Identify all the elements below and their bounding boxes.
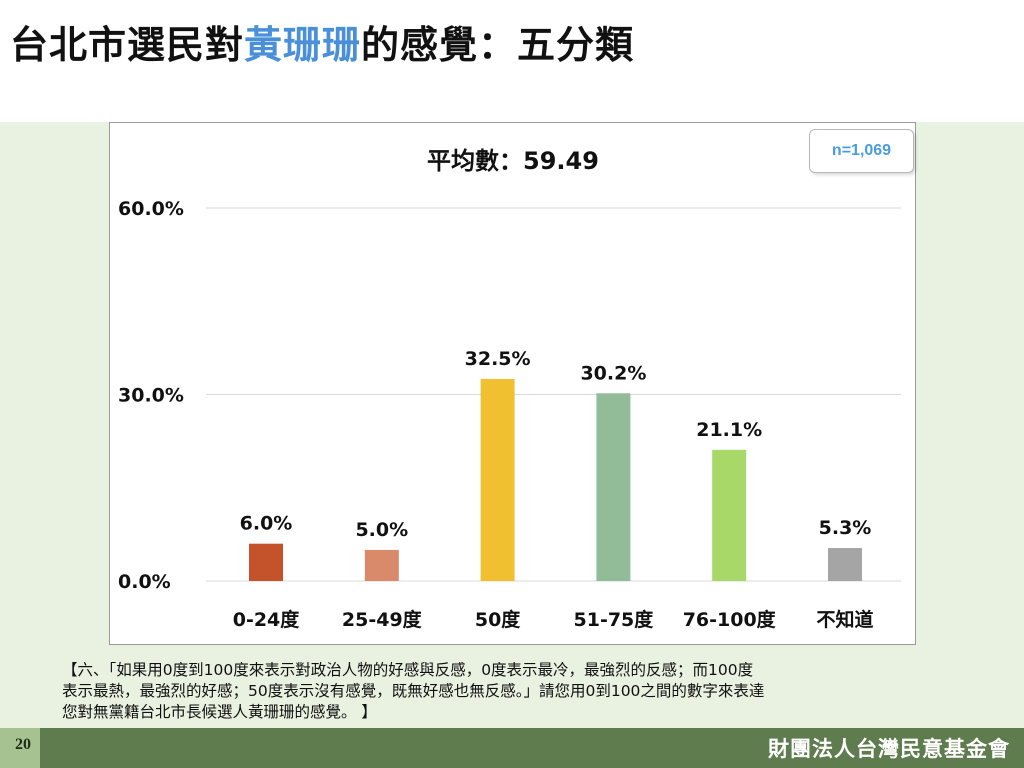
data-label: 21.1%: [696, 419, 762, 441]
question-note-line: 【六、「如果用0度到100度來表示對政治人物的好感與反感，0度表示最冷，最強烈的…: [62, 661, 754, 679]
question-note-line: 您對無黨籍台北市長候選人黃珊珊的感覺。 】: [62, 703, 377, 721]
title-candidate-name: 黃珊珊: [244, 23, 362, 67]
y-tick-label: 0.0%: [118, 571, 171, 593]
sample-size-badge: n=1,069: [809, 129, 914, 173]
bar: [712, 449, 747, 581]
question-note-line: 表示最熱，最強烈的好感；50度表示沒有感覺，既無好感也無反感。」請您用0到100…: [62, 682, 765, 700]
chart-container: 平均數：59.49 0.0% 30.0% 60.0% 6.0% 0-24度 5.0% 25-4…: [109, 122, 916, 645]
x-tick-label: 0-24度: [233, 608, 301, 631]
x-tick-label: 51-75度: [574, 608, 655, 631]
bar-chart: 平均數：59.49 0.0% 30.0% 60.0% 6.0% 0-24度 5.0% 25-4…: [118, 147, 901, 631]
bar: [249, 543, 283, 581]
data-label: 5.3%: [819, 517, 872, 539]
bar: [364, 549, 399, 581]
x-tick-label: 不知道: [816, 608, 873, 631]
data-label: 32.5%: [465, 348, 531, 370]
data-label: 30.2%: [580, 362, 646, 384]
footer-bar: [0, 728, 1024, 768]
title-suffix: 的感覺：五分類: [361, 23, 635, 67]
chart-title: 平均數：59.49: [427, 147, 599, 175]
page-number: 20: [15, 736, 31, 753]
x-tick-label: 76-100度: [683, 608, 777, 631]
question-note: 【六、「如果用0度到100度來表示對政治人物的好感與反感，0度表示最冷，最強烈的…: [62, 660, 972, 723]
title-prefix: 台北市選民對: [10, 23, 245, 67]
footer-accent-block: [0, 728, 40, 768]
y-tick-label: 60.0%: [118, 198, 184, 220]
slide-title: 台北市選民對黃珊珊的感覺：五分類: [10, 14, 634, 69]
data-label: 6.0%: [240, 513, 293, 535]
x-tick-label: 25-49度: [342, 608, 423, 631]
data-label: 5.0%: [355, 519, 408, 541]
bar: [596, 393, 631, 581]
y-tick-label: 30.0%: [118, 385, 184, 407]
bar: [828, 548, 862, 581]
x-tick-label: 50度: [475, 608, 521, 631]
organization-name: 財團法人台灣民意基金會: [768, 737, 1010, 761]
bar: [480, 378, 515, 581]
